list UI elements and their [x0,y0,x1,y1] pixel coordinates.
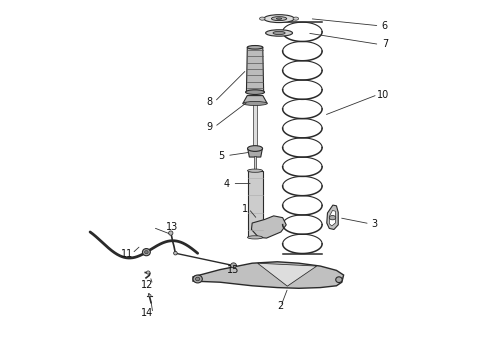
Text: 4: 4 [224,179,230,189]
Ellipse shape [293,17,298,20]
Ellipse shape [247,146,263,152]
Ellipse shape [169,231,173,235]
Ellipse shape [243,102,267,105]
Text: 10: 10 [377,90,389,100]
Polygon shape [329,211,335,226]
Text: 9: 9 [206,122,212,132]
Ellipse shape [271,17,287,21]
Text: 7: 7 [382,40,388,49]
Polygon shape [243,96,267,103]
Ellipse shape [147,271,150,274]
Ellipse shape [329,216,336,220]
Text: 13: 13 [167,222,179,232]
Ellipse shape [273,31,285,35]
Text: 2: 2 [278,301,284,311]
Ellipse shape [260,17,265,20]
Text: 8: 8 [206,97,212,107]
Ellipse shape [266,30,293,36]
Text: 12: 12 [141,280,154,290]
Ellipse shape [231,263,236,268]
Ellipse shape [193,275,202,283]
Text: 11: 11 [121,248,133,258]
Text: 5: 5 [219,150,225,161]
Ellipse shape [143,248,150,256]
Text: 14: 14 [141,309,153,318]
Bar [253,102,257,148]
Polygon shape [251,216,286,238]
Bar [247,171,263,237]
Ellipse shape [247,169,263,172]
Ellipse shape [247,236,263,239]
Ellipse shape [336,277,342,283]
Polygon shape [327,205,338,229]
Text: 3: 3 [371,219,377,229]
Polygon shape [258,263,317,286]
Ellipse shape [148,294,151,297]
Ellipse shape [276,18,282,19]
Ellipse shape [245,90,265,94]
Ellipse shape [247,45,263,49]
Ellipse shape [264,15,294,23]
Polygon shape [246,47,264,92]
Ellipse shape [145,251,148,254]
Ellipse shape [196,277,200,281]
Polygon shape [193,262,343,288]
Text: 6: 6 [382,21,388,31]
Bar [254,156,256,170]
Text: 1: 1 [242,204,248,214]
Polygon shape [248,149,262,157]
Ellipse shape [173,251,177,255]
Text: 15: 15 [227,265,240,275]
